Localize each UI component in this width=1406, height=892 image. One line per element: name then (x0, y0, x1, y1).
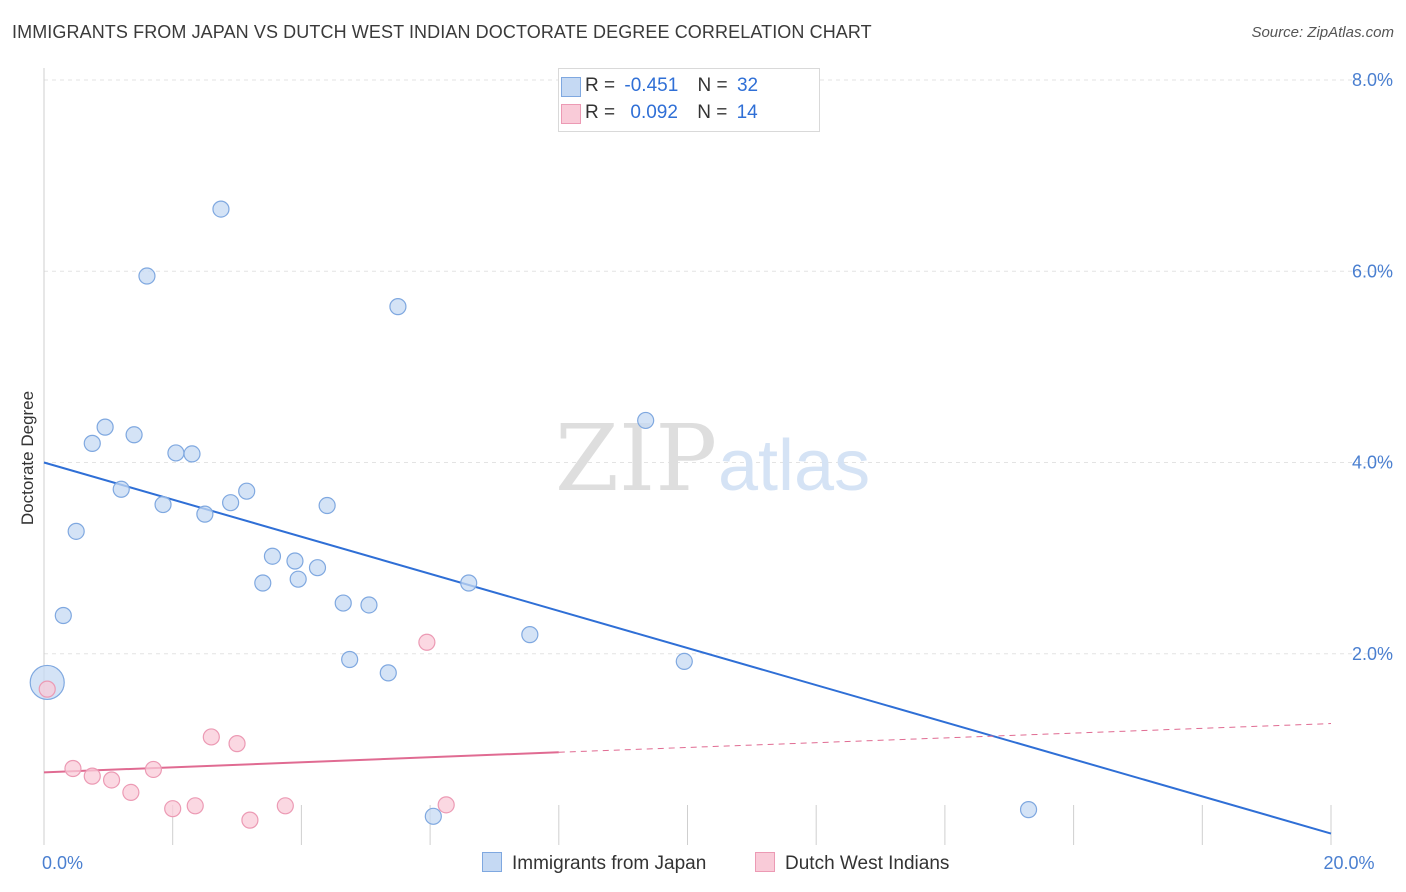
point-japan-25 (389, 298, 407, 316)
point-dwi-2 (83, 767, 101, 785)
point-japan-18 (289, 570, 307, 588)
point-japan-22 (341, 650, 359, 669)
point-dwi-6 (164, 800, 182, 818)
point-dwi-12 (418, 633, 436, 651)
point-japan-10 (183, 445, 201, 463)
watermark-atlas: atlas (718, 426, 870, 506)
point-dwi-5 (144, 760, 162, 779)
legend-row-dwi: R = 0.092 N = 14 (561, 102, 758, 124)
legend-n-label: N = (697, 75, 728, 96)
point-japan-5 (112, 480, 130, 498)
point-dwi-10 (241, 811, 259, 829)
point-japan-1 (54, 606, 72, 625)
series-swatch-dwi (755, 852, 775, 872)
point-dwi-3 (102, 771, 121, 789)
point-japan-16 (263, 547, 282, 565)
x-tick-label-1: 20.0% (1323, 853, 1374, 873)
legend-n-value: 32 (736, 75, 759, 96)
series-legend-japan: Immigrants from Japan (482, 852, 706, 875)
legend-r-label: R = (585, 75, 616, 96)
correlation-legend: R = -0.451 N = 32 R = 0.092 N = 14 (558, 68, 820, 132)
point-japan-28 (521, 626, 539, 644)
point-dwi-7 (186, 797, 204, 815)
point-japan-7 (138, 267, 156, 285)
point-japan-3 (83, 434, 101, 452)
point-japan-13 (222, 494, 240, 512)
point-japan-9 (167, 444, 185, 462)
trend-line-japan (43, 461, 1332, 835)
tick-labels: 2.0% 4.0% 6.0% 8.0% 0.0% 20.0% (42, 70, 1393, 873)
point-dwi-11 (276, 797, 294, 815)
point-japan-23 (360, 596, 378, 614)
point-japan-11 (196, 505, 214, 523)
point-dwi-9 (228, 735, 246, 753)
point-japan-30 (675, 652, 693, 671)
trend-lines (43, 461, 1332, 835)
y-tick-label-1: 4.0% (1352, 453, 1393, 473)
point-japan-6 (125, 426, 143, 444)
data-points (29, 200, 1038, 829)
trend-line-dwi (43, 751, 559, 774)
source-label: Source: ZipAtlas.com (1251, 24, 1394, 41)
point-japan-26 (424, 807, 442, 825)
legend-swatch-japan (561, 77, 581, 97)
point-dwi-0 (38, 680, 56, 698)
series-swatch-japan (482, 852, 502, 872)
chart-title: IMMIGRANTS FROM JAPAN VS DUTCH WEST INDI… (12, 22, 872, 42)
point-japan-15 (254, 574, 272, 592)
trend-line-dwi-extension (558, 723, 1332, 753)
watermark-zip: ZIP (555, 405, 717, 512)
gridlines (44, 79, 1392, 655)
point-japan-12 (212, 200, 230, 218)
point-japan-19 (308, 559, 327, 577)
legend-n-label: N = (697, 102, 728, 123)
point-dwi-4 (122, 783, 140, 802)
point-japan-21 (334, 594, 352, 612)
series-label-dwi: Dutch West Indians (785, 853, 950, 874)
point-japan-17 (286, 552, 304, 570)
point-japan-24 (379, 664, 397, 682)
point-dwi-1 (64, 759, 82, 778)
legend-r-value: 0.092 (630, 102, 678, 123)
point-dwi-13 (437, 796, 455, 814)
point-japan-8 (154, 495, 172, 514)
legend-swatch-dwi (561, 104, 581, 124)
point-japan-2 (67, 522, 85, 540)
point-dwi-8 (202, 728, 220, 746)
point-japan-4 (96, 418, 114, 436)
y-tick-label-3: 8.0% (1352, 70, 1393, 90)
legend-n-value: 14 (736, 102, 758, 123)
point-japan-20 (318, 496, 336, 515)
legend-row-japan: R = -0.451 N = 32 (561, 75, 759, 97)
legend-r-label: R = (585, 102, 616, 123)
x-tick-label-0: 0.0% (42, 853, 83, 873)
y-tick-label-0: 2.0% (1352, 644, 1393, 664)
y-tick-label-2: 6.0% (1352, 261, 1393, 281)
point-japan-31 (1019, 801, 1038, 819)
point-japan-14 (238, 482, 256, 500)
watermark: ZIP atlas (555, 405, 870, 512)
legend-r-value: -0.451 (624, 75, 679, 96)
point-japan-27 (460, 574, 478, 592)
series-label-japan: Immigrants from Japan (512, 853, 707, 874)
point-japan-29 (637, 411, 655, 430)
series-legend-dwi: Dutch West Indians (755, 852, 949, 875)
